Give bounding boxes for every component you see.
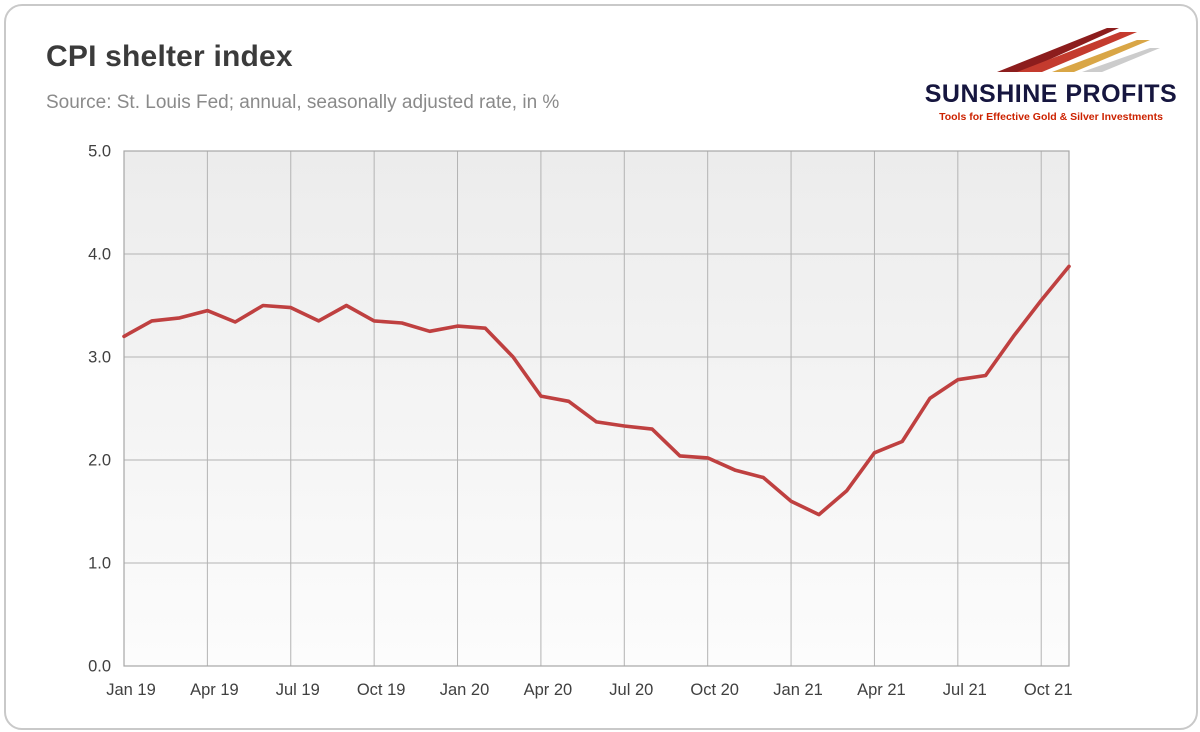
chart-area: 0.0 1.0 2.0 3.0 4.0 5.0 Jan 19 Apr 19 Jul 19 Oct … (6, 134, 1196, 724)
x-axis-tick-label: Jan 21 (773, 681, 823, 699)
x-axis-tick-label: Apr 19 (190, 681, 239, 699)
plot-background (124, 151, 1069, 666)
x-axis-tick-label: Oct 20 (690, 681, 739, 699)
logo-wordmark: SUNSHINE PROFITS (925, 80, 1177, 108)
x-axis-tick-label: Jul 19 (276, 681, 320, 699)
y-axis-tick-label: 5.0 (88, 143, 111, 161)
logo-tagline: Tools for Effective Gold & Silver Invest… (939, 111, 1163, 123)
page-title: CPI shelter index (46, 40, 293, 73)
plot-border (123, 150, 1070, 667)
y-axis-tick-label: 1.0 (88, 555, 111, 573)
x-axis-tick-label: Apr 21 (857, 681, 906, 699)
x-axis-tick-label: Jul 21 (943, 681, 987, 699)
x-axis-tick-label: Apr 20 (524, 681, 573, 699)
y-axis-tick-label: 2.0 (88, 452, 111, 470)
chart-card: CPI shelter index Source: St. Louis Fed;… (4, 4, 1198, 730)
cpi-shelter-series-line (122, 264, 1071, 517)
x-axis-tick-label: Jan 20 (440, 681, 490, 699)
y-axis-tick-label: 0.0 (88, 658, 111, 676)
logo-mark-arrows-icon (997, 28, 1160, 72)
y-axis-tick-label: 3.0 (88, 349, 111, 367)
x-axis-tick-label: Oct 21 (1024, 681, 1073, 699)
chart-source-subtitle: Source: St. Louis Fed; annual, seasonall… (46, 92, 560, 113)
x-axis-tick-label: Jan 19 (106, 681, 156, 699)
cpi-shelter-line-chart: 0.0 1.0 2.0 3.0 4.0 5.0 Jan 19 Apr 19 Jul 19 Oct … (88, 143, 1073, 700)
x-axis-tick-label: Jul 20 (609, 681, 653, 699)
x-axis-tick-label: Oct 19 (357, 681, 406, 699)
sunshine-profits-logo: SUNSHINE PROFITS Tools for Effective Gol… (925, 28, 1177, 123)
y-axis-tick-label: 4.0 (88, 246, 111, 264)
